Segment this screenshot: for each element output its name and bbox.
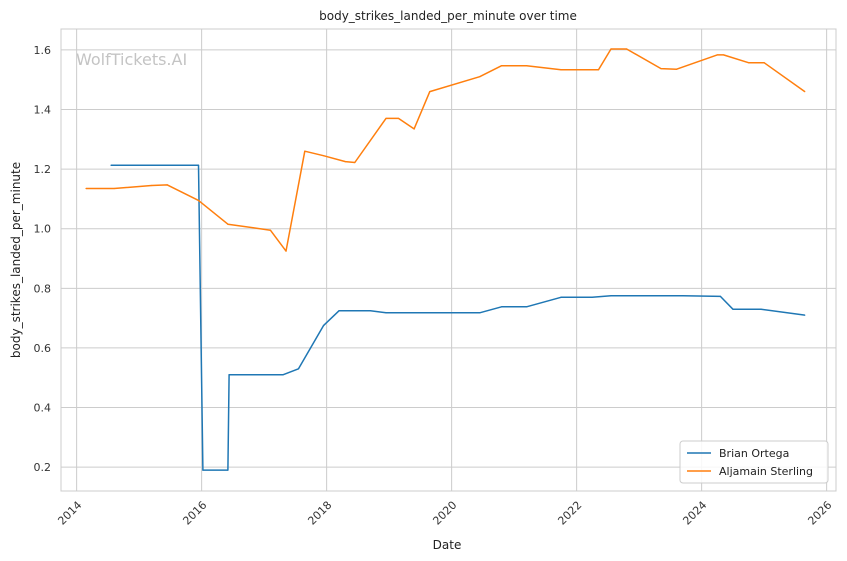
legend: Brian Ortega Aljamain Sterling [679, 440, 829, 484]
data-point-brian-ortega [197, 164, 200, 166]
watermark: WolfTickets.AI [76, 50, 187, 69]
data-point-aljamain-sterling [285, 250, 287, 252]
data-point-aljamain-sterling [610, 48, 612, 50]
data-point-brian-ortega [297, 368, 300, 370]
data-point-brian-ortega [591, 296, 593, 298]
data-point-brian-ortega [560, 296, 562, 298]
data-point-aljamain-sterling [626, 48, 628, 50]
y-tick-label: 1.0 [34, 223, 52, 236]
chart-title: body_strikes_landed_per_minute over time [319, 9, 577, 23]
data-point-brian-ortega [732, 308, 734, 310]
data-point-brian-ortega [610, 295, 612, 297]
data-point-aljamain-sterling [660, 68, 662, 70]
x-axis-label: Date [433, 538, 462, 552]
x-tick-labels: 2014 2016 2018 2020 2022 2024 2026 [55, 499, 834, 528]
y-tick-labels: 0.2 0.4 0.6 0.8 1.0 1.2 1.4 1.6 [34, 44, 52, 474]
data-point-aljamain-sterling [344, 161, 346, 163]
x-tick-label: 2018 [305, 499, 334, 528]
data-point-aljamain-sterling [597, 69, 600, 71]
x-tick-label: 2020 [430, 499, 459, 528]
data-point-aljamain-sterling [429, 90, 431, 93]
data-point-brian-ortega [369, 310, 371, 312]
data-point-aljamain-sterling [676, 68, 678, 70]
legend-box [679, 440, 829, 484]
data-point-aljamain-sterling [479, 76, 481, 78]
x-tick-label: 2024 [680, 499, 709, 528]
data-point-brian-ortega [719, 295, 721, 297]
data-point-aljamain-sterling [113, 187, 115, 190]
data-point-brian-ortega [479, 312, 481, 314]
data-point-aljamain-sterling [560, 69, 562, 71]
x-tick-label: 2016 [180, 499, 209, 528]
data-point-aljamain-sterling [397, 117, 400, 120]
data-point-brian-ortega [227, 469, 229, 471]
data-point-aljamain-sterling [166, 184, 168, 186]
data-point-brian-ortega [282, 374, 284, 376]
data-point-brian-ortega [202, 469, 204, 471]
data-point-aljamain-sterling [151, 184, 153, 187]
data-point-aljamain-sterling [385, 117, 387, 120]
data-point-aljamain-sterling [722, 54, 725, 56]
y-axis-label: body_strikes_landed_per_minute [9, 162, 23, 358]
y-tick-label: 0.4 [34, 402, 52, 415]
legend-label-aljamain-sterling: Aljamain Sterling [719, 465, 813, 478]
data-point-brian-ortega [322, 324, 325, 327]
data-point-brian-ortega [338, 310, 340, 312]
data-point-aljamain-sterling [747, 62, 750, 64]
data-point-brian-ortega [228, 374, 230, 376]
data-point-aljamain-sterling [322, 155, 325, 157]
data-point-aljamain-sterling [354, 161, 356, 164]
grid [61, 29, 836, 491]
x-tick-label: 2026 [805, 499, 834, 528]
data-point-brian-ortega [760, 308, 762, 310]
data-point-aljamain-sterling [763, 62, 765, 64]
data-point-aljamain-sterling [716, 54, 718, 56]
data-point-aljamain-sterling [304, 150, 306, 152]
y-tick-label: 1.6 [34, 44, 52, 57]
data-point-aljamain-sterling [197, 199, 200, 201]
y-tick-label: 0.2 [34, 461, 52, 474]
series-layer [85, 48, 806, 471]
y-tick-label: 1.4 [34, 103, 52, 116]
x-tick-label: 2022 [555, 499, 584, 528]
data-point-brian-ortega [682, 295, 684, 297]
data-point-brian-ortega [385, 312, 387, 314]
series-line-brian-ortega [111, 164, 805, 471]
data-point-aljamain-sterling [227, 223, 229, 225]
plot-frame [60, 28, 837, 492]
y-tick-label: 1.2 [34, 163, 52, 176]
y-tick-label: 0.8 [34, 282, 52, 295]
data-point-brian-ortega [110, 164, 112, 166]
data-point-brian-ortega [501, 306, 503, 308]
legend-label-brian-ortega: Brian Ortega [719, 447, 789, 460]
data-point-aljamain-sterling [501, 65, 503, 67]
y-tick-label: 0.6 [34, 342, 52, 355]
data-point-aljamain-sterling [269, 229, 271, 231]
data-point-aljamain-sterling [526, 65, 528, 67]
data-point-aljamain-sterling [804, 90, 806, 93]
data-point-brian-ortega [804, 314, 806, 316]
x-tick-label: 2014 [55, 499, 84, 528]
data-point-aljamain-sterling [85, 187, 87, 190]
series-line-aljamain-sterling [86, 48, 806, 252]
plot-area [61, 29, 836, 491]
data-point-brian-ortega [526, 306, 528, 308]
data-point-aljamain-sterling [413, 128, 415, 130]
